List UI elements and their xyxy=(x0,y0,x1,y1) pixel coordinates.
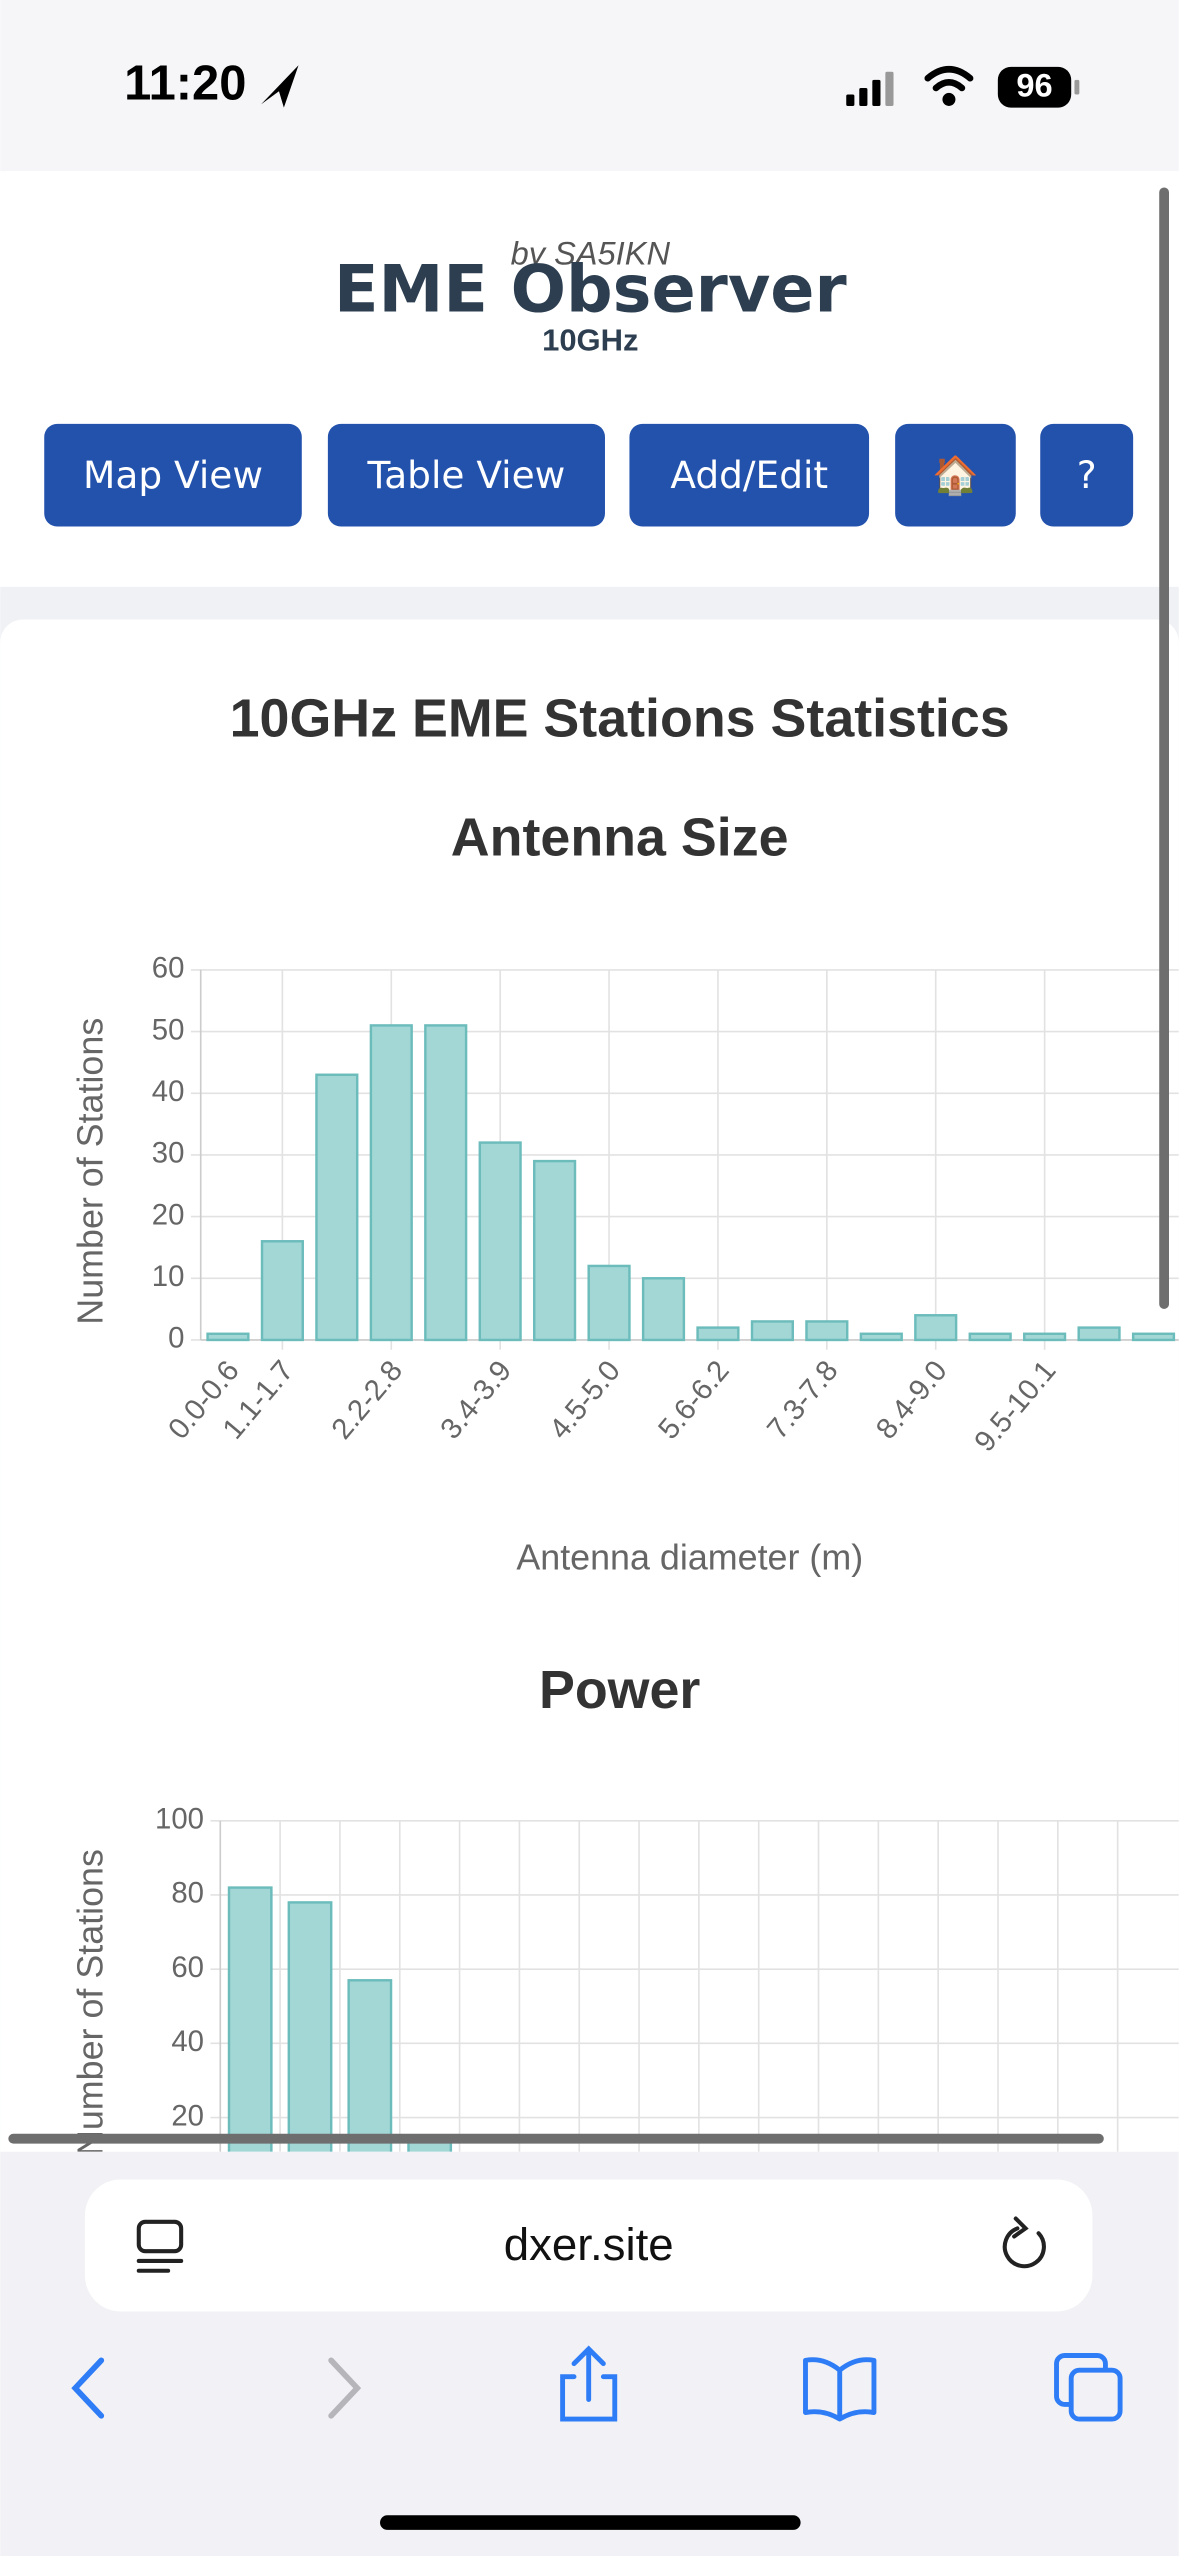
chart-title: Antenna Size xyxy=(451,807,789,867)
y-tick-label: 40 xyxy=(152,1075,185,1108)
y-tick-label: 50 xyxy=(152,1013,185,1046)
clock: 11:20 xyxy=(124,56,246,110)
bar xyxy=(1131,1332,1176,1342)
bar xyxy=(424,1024,468,1342)
bar xyxy=(641,1277,686,1342)
y-tick-label: 0 xyxy=(168,1322,184,1355)
nav-button[interactable] xyxy=(629,423,870,527)
nav-button[interactable] xyxy=(327,423,605,527)
bar xyxy=(287,1901,333,2152)
bar xyxy=(587,1264,631,1342)
nav-button-label[interactable]: Add/Edit xyxy=(670,453,828,497)
status-bar xyxy=(0,0,1179,172)
v-scrollbar xyxy=(1159,187,1170,1309)
battery-tip xyxy=(1074,79,1080,95)
page-title: 10GHz EME Stations Statistics xyxy=(230,688,1010,748)
nav-button-label[interactable]: ? xyxy=(1077,453,1097,497)
bar xyxy=(478,1141,522,1342)
stats-card xyxy=(0,619,1179,2185)
nav-button[interactable] xyxy=(1040,423,1134,527)
bar xyxy=(227,1886,273,2152)
bar xyxy=(968,1332,1012,1342)
bar xyxy=(260,1240,304,1342)
bar xyxy=(315,1073,359,1342)
nav-button-label[interactable]: Map View xyxy=(83,453,263,497)
y-tick-label: 80 xyxy=(171,1877,204,1910)
bookmarks-button[interactable] xyxy=(803,2357,877,2422)
y-tick-label: 30 xyxy=(152,1137,185,1170)
y-tick-label: 10 xyxy=(152,1260,185,1293)
bar xyxy=(1023,1332,1067,1342)
location-icon xyxy=(261,65,299,108)
chart-title: Power xyxy=(539,1660,700,1720)
site-title: EME Observer xyxy=(334,251,847,327)
y-axis-label: Number of Stations xyxy=(71,1018,111,1325)
home-indicator xyxy=(380,2515,801,2530)
bar xyxy=(1077,1326,1121,1342)
url[interactable]: dxer.site xyxy=(504,2219,674,2270)
nav-button-label[interactable]: 🏠 xyxy=(932,453,979,497)
bar xyxy=(914,1314,958,1342)
share-button[interactable] xyxy=(560,2345,618,2422)
bar xyxy=(369,1024,413,1342)
y-axis-label: Number of Stations xyxy=(71,1849,111,2156)
bar xyxy=(206,1332,250,1342)
bar xyxy=(750,1320,794,1342)
h-scrollbar xyxy=(8,2133,1104,2144)
bar xyxy=(347,1979,393,2152)
signal-icon xyxy=(846,71,894,106)
wifi-icon xyxy=(924,66,974,106)
bar xyxy=(696,1326,740,1342)
nav-button-label[interactable]: Table View xyxy=(367,453,566,497)
forward-button[interactable] xyxy=(328,2357,362,2419)
battery-level: 96 xyxy=(1016,67,1052,104)
y-tick-label: 60 xyxy=(152,952,185,985)
nav: Map View Table View Add/Edit 🏠? xyxy=(44,423,1134,527)
y-tick-label: 60 xyxy=(171,1951,204,1984)
reload-icon[interactable] xyxy=(1002,2216,1046,2269)
byline: by SA5IKN xyxy=(511,235,671,272)
battery xyxy=(997,66,1072,108)
y-tick-label: 20 xyxy=(152,1198,185,1231)
band: 10GHz xyxy=(542,323,638,358)
x-axis-label: Antenna diameter (m) xyxy=(516,1537,863,1577)
tabs-button[interactable] xyxy=(1054,2353,1123,2422)
url-bar[interactable] xyxy=(84,2179,1093,2312)
y-tick-label: 100 xyxy=(155,1803,204,1836)
back-button[interactable] xyxy=(71,2357,105,2419)
nav-button[interactable] xyxy=(44,423,302,527)
nav-button[interactable] xyxy=(895,423,1016,527)
y-tick-label: 20 xyxy=(171,2099,204,2132)
bar xyxy=(533,1159,577,1342)
y-tick-label: 40 xyxy=(171,2025,204,2058)
bar xyxy=(859,1332,903,1342)
reader-icon[interactable] xyxy=(136,2219,184,2273)
bar xyxy=(805,1320,849,1342)
